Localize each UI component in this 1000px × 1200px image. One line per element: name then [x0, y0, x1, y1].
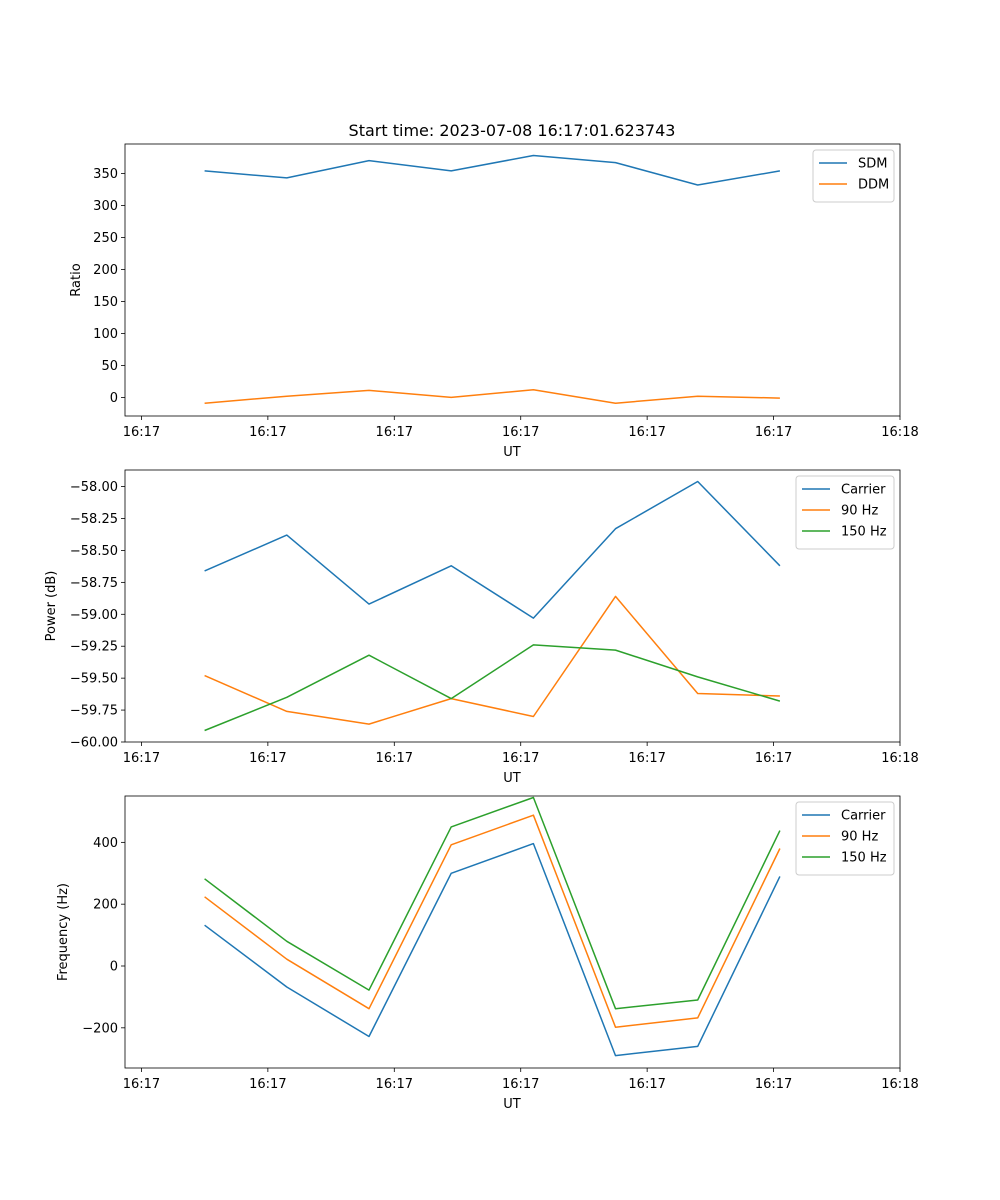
power-x-tick-label: 16:18 — [881, 751, 918, 766]
frequency-y-axis-label: Frequency (Hz) — [56, 883, 71, 981]
ratio-y-tick-label: 50 — [101, 359, 118, 374]
power-y-tick-label: −60.00 — [70, 736, 118, 751]
power-x-tick-label: 16:17 — [755, 751, 792, 766]
ratio-y-tick-label: 300 — [93, 199, 118, 214]
power-y-tick-label: −58.00 — [70, 480, 118, 495]
power-y-tick-label: −58.75 — [70, 576, 118, 591]
ratio-legend-label-ddm: DDM — [858, 178, 889, 193]
frequency-x-tick-label: 16:17 — [123, 1077, 160, 1092]
power-legend-label-150-hz: 150 Hz — [841, 525, 887, 540]
power-y-tick-label: −59.25 — [70, 640, 118, 655]
frequency-x-tick-label: 16:17 — [249, 1077, 286, 1092]
frequency-x-tick-label: 16:17 — [755, 1077, 792, 1092]
panel-power: 16:17 16:17 16:17 16:17 16:17 16:17 16:18 −60.0… — [44, 469, 919, 786]
power-series-carrier-line — [204, 480, 781, 619]
power-y-axis-label: Power (dB) — [44, 571, 59, 642]
ratio-axes-frame — [124, 143, 901, 417]
ratio-y-tick-label: 250 — [93, 231, 118, 246]
power-x-axis-label: UT — [503, 771, 521, 786]
panel-ratio: 16:17 16:17 16:17 16:17 16:17 16:17 16:18 0 50 10… — [69, 143, 919, 460]
panel-frequency: 16:17 16:17 16:17 16:17 16:17 16:17 16:18 −200 0… — [56, 795, 919, 1112]
frequency-series-carrier-line — [204, 842, 781, 1057]
ratio-y-tick-label: 100 — [93, 327, 118, 342]
frequency-y-tick-label: 200 — [93, 898, 118, 913]
ratio-x-tick-label: 16:17 — [123, 425, 160, 440]
ratio-x-tick-label: 16:17 — [376, 425, 413, 440]
frequency-x-tick-label: 16:18 — [881, 1077, 918, 1092]
frequency-series-90-hz-line — [204, 814, 781, 1028]
frequency-series-150-hz-line — [204, 796, 781, 1010]
ratio-y-tick-label: 350 — [93, 167, 118, 182]
ratio-x-axis-label: UT — [503, 445, 521, 460]
power-axes-frame — [124, 469, 901, 743]
power-legend-label-90-hz: 90 Hz — [841, 504, 878, 519]
ratio-x-tick-label: 16:17 — [755, 425, 792, 440]
power-y-tick-label: −58.25 — [70, 512, 118, 527]
frequency-legend-label-90-hz: 90 Hz — [841, 830, 878, 845]
power-x-tick-label: 16:17 — [376, 751, 413, 766]
power-x-tick-label: 16:17 — [628, 751, 665, 766]
frequency-x-tick-label: 16:17 — [628, 1077, 665, 1092]
figure-title: Start time: 2023-07-08 16:17:01.623743 — [349, 121, 676, 140]
frequency-x-tick-label: 16:17 — [376, 1077, 413, 1092]
power-y-tick-label: −59.00 — [70, 608, 118, 623]
ratio-y-tick-label: 0 — [110, 391, 118, 406]
ratio-y-tick-label: 200 — [93, 263, 118, 278]
frequency-legend-label-150-hz: 150 Hz — [841, 851, 887, 866]
ratio-x-tick-label: 16:17 — [628, 425, 665, 440]
ratio-x-tick-label: 16:18 — [881, 425, 918, 440]
ratio-series-ddm-line — [204, 389, 780, 404]
frequency-y-tick-label: −200 — [82, 1021, 118, 1036]
power-x-tick-label: 16:17 — [249, 751, 286, 766]
frequency-legend-label-carrier: Carrier — [841, 809, 886, 824]
frequency-y-tick-label: 400 — [93, 836, 118, 851]
power-y-tick-label: −58.50 — [70, 544, 118, 559]
ratio-y-axis-label: Ratio — [69, 263, 84, 296]
frequency-axes-frame — [124, 795, 901, 1069]
ratio-y-tick-label: 150 — [93, 295, 118, 310]
power-y-tick-label: −59.75 — [70, 704, 118, 719]
ratio-legend-label-sdm: SDM — [858, 157, 887, 172]
power-y-tick-label: −59.50 — [70, 672, 118, 687]
ratio-x-tick-label: 16:17 — [249, 425, 286, 440]
frequency-x-tick-label: 16:17 — [502, 1077, 539, 1092]
ratio-series-sdm-line — [204, 154, 781, 186]
frequency-y-tick-label: 0 — [110, 960, 118, 975]
frequency-x-axis-label: UT — [503, 1097, 521, 1112]
power-series-90-hz-line — [204, 595, 780, 725]
power-series-150-hz-line — [204, 644, 781, 732]
ratio-x-tick-label: 16:17 — [502, 425, 539, 440]
power-legend-label-carrier: Carrier — [841, 483, 886, 498]
power-x-tick-label: 16:17 — [123, 751, 160, 766]
power-x-tick-label: 16:17 — [502, 751, 539, 766]
